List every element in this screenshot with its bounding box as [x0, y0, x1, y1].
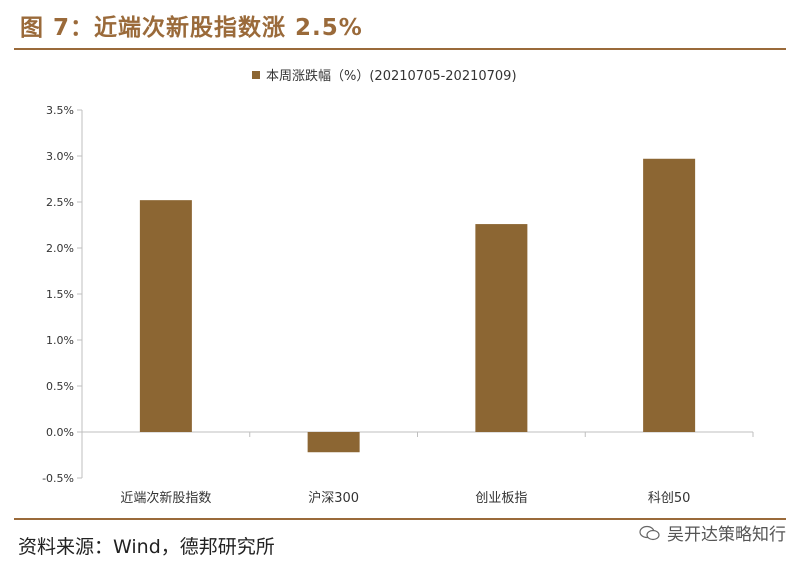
y-tick-label: -0.5%	[42, 472, 74, 485]
chart-bars	[139, 158, 696, 453]
legend-swatch	[252, 71, 260, 79]
y-tick-label: 1.5%	[46, 288, 74, 301]
x-tick-label: 近端次新股指数	[120, 490, 211, 506]
chart-legend: 本周涨跌幅（%）(20210705-20210709)	[252, 68, 517, 84]
y-tick-label: 2.0%	[46, 242, 74, 255]
y-tick-label: 3.5%	[46, 104, 74, 117]
bar	[307, 432, 360, 453]
y-tick-label: 3.0%	[46, 150, 74, 163]
y-tick-label: 0.5%	[46, 380, 74, 393]
x-tick-label: 创业板指	[475, 491, 527, 506]
footer-divider	[14, 518, 786, 520]
x-tick-label: 沪深300	[308, 490, 359, 506]
legend-label: 本周涨跌幅（%）(20210705-20210709)	[266, 68, 517, 84]
chart-axes	[77, 109, 754, 479]
bar	[139, 200, 192, 432]
page-title: 图 7：近端次新股指数涨 2.5%	[20, 15, 363, 41]
title-divider	[14, 48, 786, 50]
y-axis-labels: 3.5% 3.0% 2.5% 2.0% 1.5% 1.0% 0.5% 0.0% -0.5%	[42, 104, 74, 485]
watermark: 吴开达策略知行	[639, 520, 786, 545]
y-tick-label: 2.5%	[46, 196, 74, 209]
bar	[643, 158, 696, 432]
y-tick-label: 0.0%	[46, 426, 74, 439]
bar-chart: 本周涨跌幅（%）(20210705-20210709) 3.5% 3.0% 2.5%…	[42, 68, 754, 506]
watermark-text: 吴开达策略知行	[667, 525, 786, 545]
y-tick-label: 1.0%	[46, 334, 74, 347]
wechat-icon	[639, 525, 660, 540]
x-tick-label: 科创50	[648, 491, 691, 506]
bar	[475, 224, 528, 432]
x-axis-labels: 近端次新股指数 沪深300 创业板指 科创50	[120, 490, 690, 506]
source-note: 资料来源：Wind，德邦研究所	[18, 536, 275, 558]
